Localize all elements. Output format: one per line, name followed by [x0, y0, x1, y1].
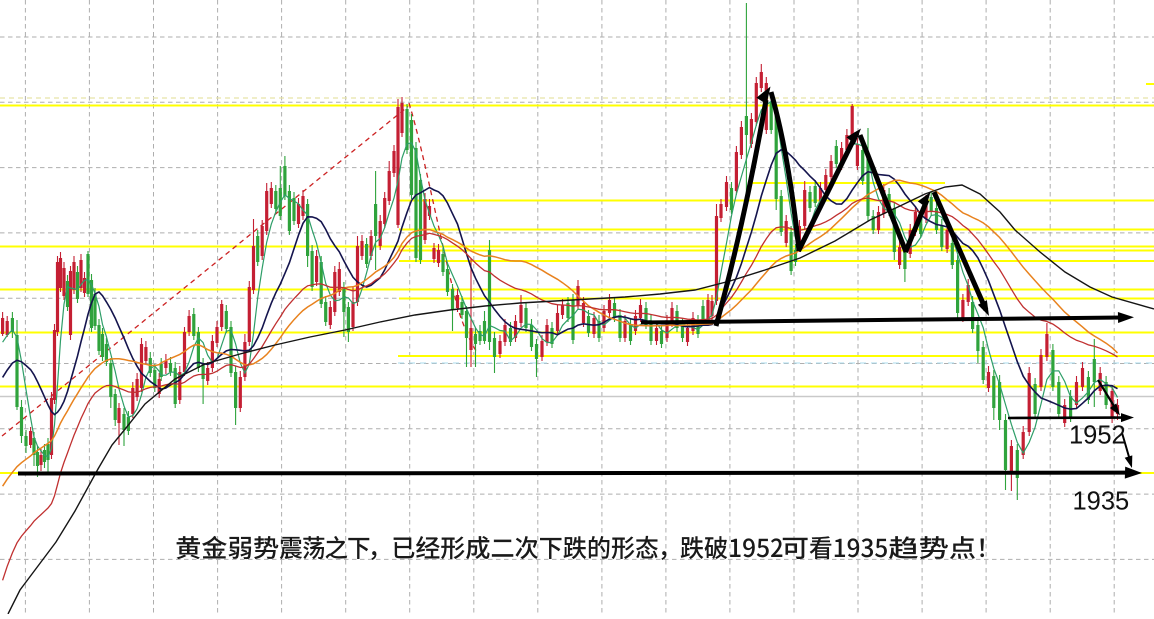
- svg-text:1952: 1952: [1069, 421, 1126, 449]
- svg-text:1935: 1935: [1073, 487, 1130, 515]
